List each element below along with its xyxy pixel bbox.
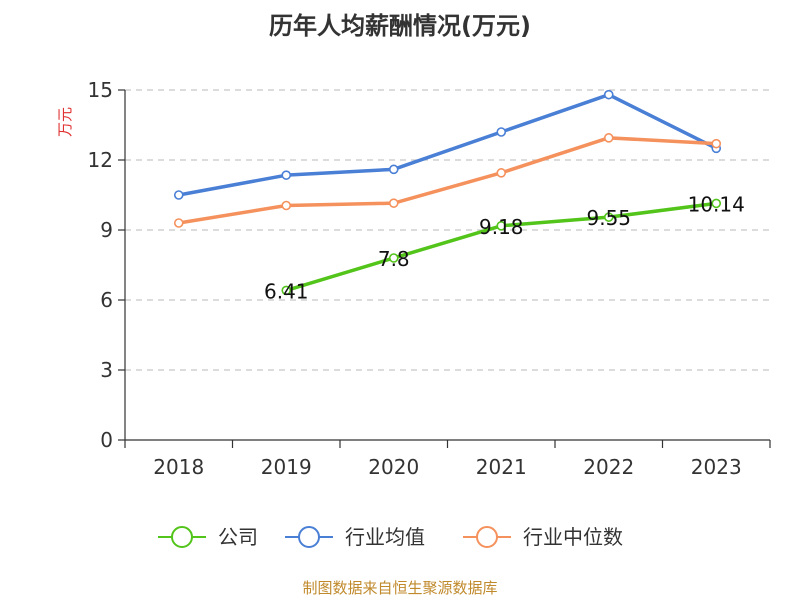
- data-point: [603, 133, 614, 143]
- y-tick-label: 15: [88, 78, 113, 102]
- y-axis-label: 万元: [56, 107, 74, 137]
- data-point: [603, 212, 614, 222]
- legend-label: 行业中位数: [523, 525, 623, 549]
- data-point: [496, 221, 507, 231]
- data-point: [388, 198, 399, 208]
- x-tick-label: 2018: [153, 455, 204, 479]
- x-tick-label: 2023: [691, 455, 742, 479]
- chart-title: 历年人均薪酬情况(万元): [269, 12, 531, 40]
- data-point: [281, 170, 292, 180]
- data-point: [173, 218, 184, 228]
- x-tick-label: 2020: [368, 455, 419, 479]
- legend-label: 行业均值: [345, 525, 425, 549]
- data-point: [388, 253, 399, 263]
- data-label: 10.14: [688, 192, 745, 216]
- axes: 0 3 6 9 12 15 2018 2019 2020 2021 2022 2023: [88, 78, 771, 479]
- legend-marker: [298, 526, 320, 548]
- legend-marker: [171, 526, 193, 548]
- y-tick-label: 12: [88, 148, 113, 172]
- data-point: [496, 127, 507, 137]
- legend: 公司 行业均值 行业中位数: [158, 525, 623, 549]
- x-tick-label: 2019: [261, 455, 312, 479]
- data-point: [281, 200, 292, 211]
- x-tick-label: 2021: [476, 455, 527, 479]
- data-point: [711, 198, 722, 209]
- y-tick-label: 9: [100, 218, 113, 242]
- y-tick-label: 6: [100, 288, 113, 312]
- data-point: [173, 190, 184, 200]
- legend-marker: [476, 526, 498, 548]
- data-point: [388, 164, 399, 175]
- series-line: [177, 92, 718, 197]
- data-point: [496, 168, 507, 178]
- source-note: 制图数据来自恒生聚源数据库: [302, 579, 497, 597]
- series-layer: [173, 89, 722, 296]
- grid-lines: [125, 89, 770, 371]
- data-point: [711, 138, 722, 149]
- x-tick-label: 2022: [583, 455, 634, 479]
- data-label: 9.55: [586, 206, 631, 230]
- data-label: 9.18: [479, 215, 524, 239]
- data-label: 7.8: [378, 247, 410, 271]
- legend-label: 公司: [218, 525, 258, 549]
- data-label: 6.41: [264, 279, 309, 303]
- data-point: [281, 285, 292, 296]
- data-point: [603, 89, 614, 100]
- series-line: [177, 136, 718, 225]
- y-tick-label: 0: [100, 428, 113, 452]
- data-labels: 6.41 7.8 9.18 9.55 10.14: [264, 192, 745, 303]
- y-tick-label: 3: [100, 358, 113, 382]
